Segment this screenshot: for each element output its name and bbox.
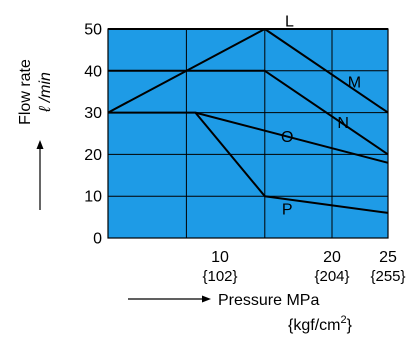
x-tick-sublabel: {255}: [370, 268, 405, 285]
series-labels: L M N O P: [281, 14, 361, 219]
x-axis-arrow: [128, 295, 211, 303]
y-tick-label: 0: [93, 231, 102, 248]
y-tick-label: 50: [84, 22, 102, 39]
y-tick-label: 10: [84, 189, 102, 206]
x-tick-label: 10: [211, 249, 229, 266]
y-tick-label: 30: [84, 105, 102, 122]
x-tick-sublabel: {204}: [314, 268, 349, 285]
x-axis-unit-sup: 2: [340, 314, 346, 326]
y-axis-ticks: 0 10 20 30 40 50: [84, 22, 102, 248]
series-line-n: [107, 28, 389, 114]
y-tick-label: 40: [84, 63, 102, 80]
y-tick-label: 20: [84, 147, 102, 164]
x-tick-label: 25: [379, 249, 397, 266]
series-line-p: [194, 111, 389, 214]
series-label-p: P: [282, 202, 293, 219]
x-axis-label: Pressure MPa: [218, 292, 319, 309]
plot-background: [107, 28, 389, 239]
y-axis-arrow: [36, 140, 44, 210]
x-axis-unit-end: }: [347, 317, 353, 334]
x-tick-sublabel: {102}: [202, 268, 237, 285]
x-axis-ticks: 10 {102} 20 {204} 25 {255}: [202, 249, 405, 285]
plot-area: [107, 28, 389, 239]
series-label-n: N: [337, 115, 349, 132]
y-axis-unit: ℓ /min: [37, 72, 54, 113]
series-label-o: O: [281, 129, 293, 146]
x-tick-label: 20: [323, 249, 341, 266]
series-line-m: [108, 69, 389, 156]
series-lines: [107, 28, 389, 214]
y-axis-label-group: Flow rate ℓ /min: [17, 59, 54, 125]
x-axis-unit: {kgf/cm2}: [288, 314, 353, 334]
series-label-m: M: [348, 75, 361, 92]
series-label-l: L: [285, 14, 294, 31]
x-axis-unit-base: {kgf/cm: [288, 317, 340, 334]
y-axis-label: Flow rate: [17, 59, 34, 125]
